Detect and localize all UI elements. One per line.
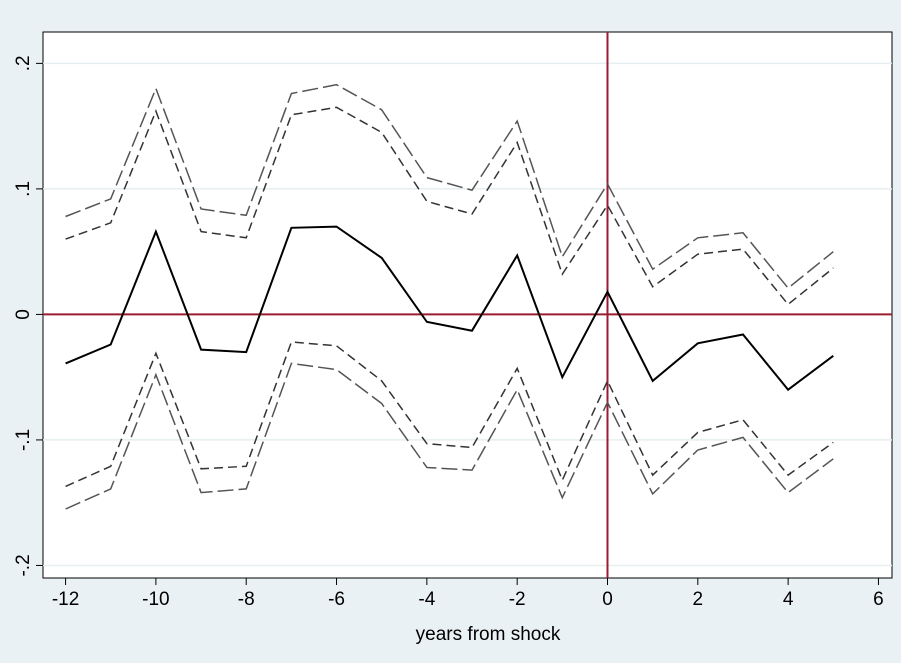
- x-tick-label: -10: [142, 589, 169, 610]
- x-tick-label: 2: [693, 589, 704, 610]
- y-tick-label: -.1: [13, 429, 34, 451]
- x-axis-title: years from shock: [416, 624, 561, 645]
- series-line-2: [65, 83, 834, 290]
- plot-area: [42, 31, 893, 579]
- x-tick-label: 6: [873, 589, 884, 610]
- x-tick-label: 4: [783, 589, 794, 610]
- series-line-3: [65, 106, 834, 306]
- x-tick-label: 0: [602, 589, 613, 610]
- y-tick-label: 0: [13, 309, 34, 320]
- y-tick-label: .2: [13, 55, 34, 71]
- y-tick-label: -.2: [13, 554, 34, 576]
- series-lines: [65, 83, 834, 510]
- x-tick-label: -4: [418, 589, 435, 610]
- reference-lines: [43, 32, 892, 578]
- y-tick-label: .1: [13, 181, 34, 197]
- x-tick-label: -2: [509, 589, 526, 610]
- series-line-5: [65, 362, 834, 510]
- x-tick-label: -6: [328, 589, 345, 610]
- series-line-1: [65, 225, 834, 392]
- x-tick-label: -12: [52, 589, 79, 610]
- axes: -12 -10 -8 -6 -4 -2 0 2 4 6 -.2 -.1 0 .1 .2: [13, 55, 884, 610]
- series-line-4: [65, 341, 834, 488]
- x-tick-label: -8: [238, 589, 255, 610]
